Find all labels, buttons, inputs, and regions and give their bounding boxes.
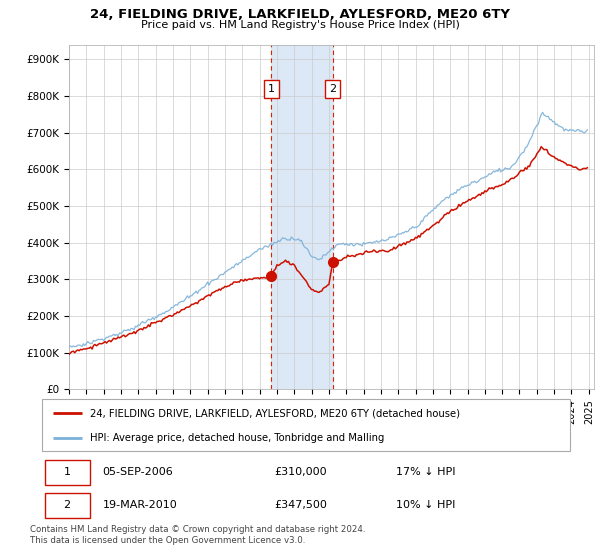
Text: Price paid vs. HM Land Registry's House Price Index (HPI): Price paid vs. HM Land Registry's House … <box>140 20 460 30</box>
Text: 1: 1 <box>64 468 71 477</box>
Text: 24, FIELDING DRIVE, LARKFIELD, AYLESFORD, ME20 6TY (detached house): 24, FIELDING DRIVE, LARKFIELD, AYLESFORD… <box>89 408 460 418</box>
FancyBboxPatch shape <box>44 493 89 518</box>
Text: 24, FIELDING DRIVE, LARKFIELD, AYLESFORD, ME20 6TY: 24, FIELDING DRIVE, LARKFIELD, AYLESFORD… <box>90 8 510 21</box>
Text: 17% ↓ HPI: 17% ↓ HPI <box>396 468 455 477</box>
Text: 1: 1 <box>268 84 275 94</box>
Text: 19-MAR-2010: 19-MAR-2010 <box>103 501 178 510</box>
Text: 2: 2 <box>329 84 336 94</box>
Text: HPI: Average price, detached house, Tonbridge and Malling: HPI: Average price, detached house, Tonb… <box>89 433 384 443</box>
Text: Contains HM Land Registry data © Crown copyright and database right 2024.
This d: Contains HM Land Registry data © Crown c… <box>30 525 365 545</box>
Text: £310,000: £310,000 <box>274 468 327 477</box>
Text: 10% ↓ HPI: 10% ↓ HPI <box>396 501 455 510</box>
Text: 05-SEP-2006: 05-SEP-2006 <box>103 468 173 477</box>
Bar <box>271 45 332 389</box>
Text: £347,500: £347,500 <box>274 501 327 510</box>
Text: 2: 2 <box>64 501 71 510</box>
FancyBboxPatch shape <box>44 460 89 485</box>
